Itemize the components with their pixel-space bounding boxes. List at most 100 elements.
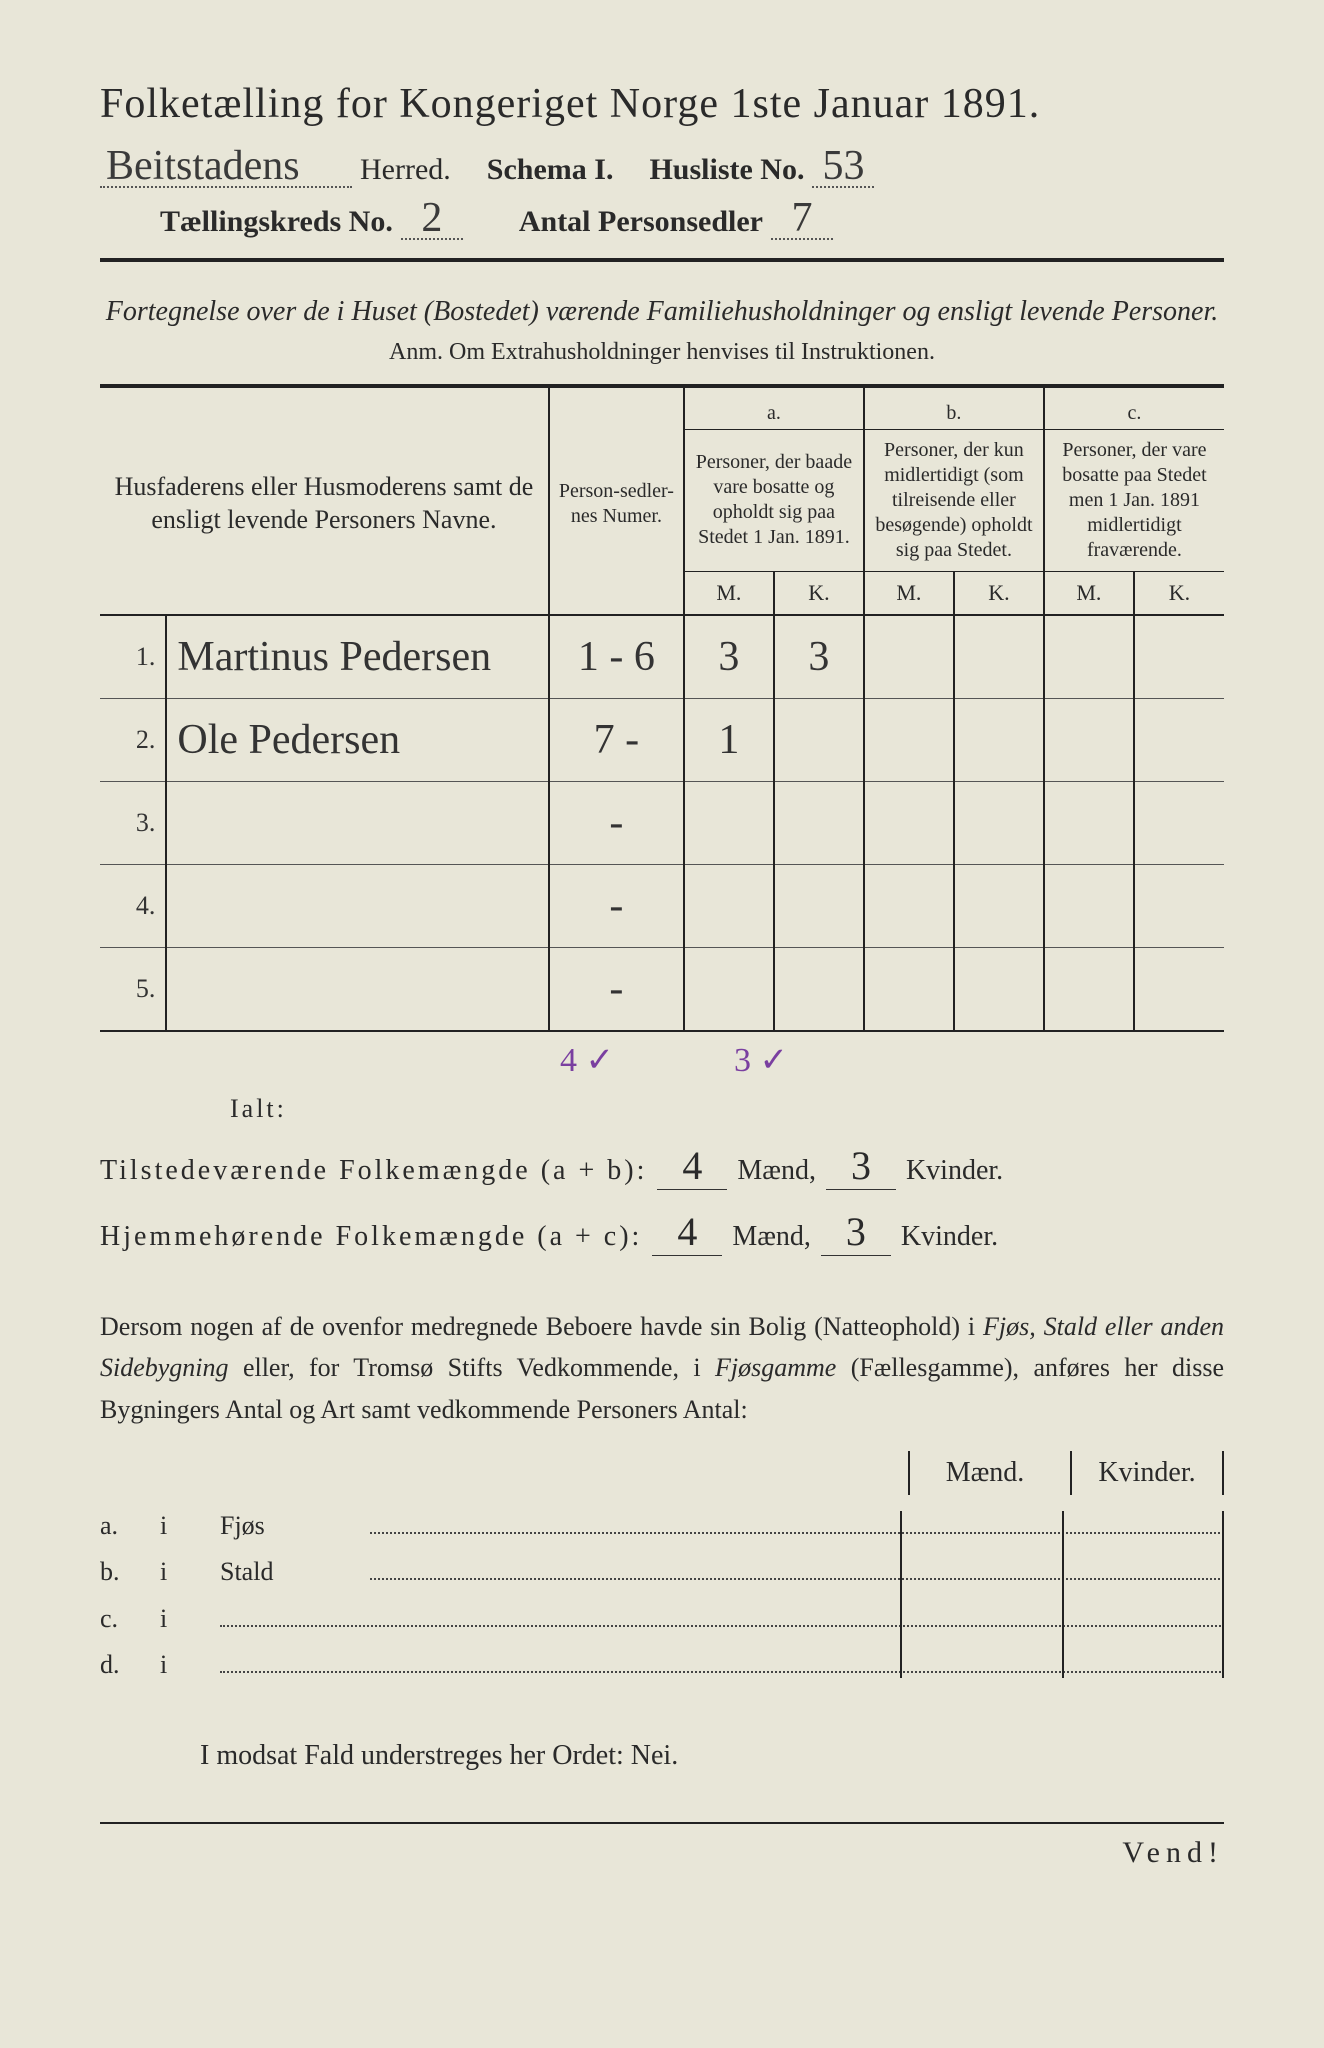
cell: 3: [774, 615, 864, 699]
bygn-row: a. i Fjøs: [100, 1509, 1224, 1541]
vline: [900, 1511, 902, 1679]
anm-note: Anm. Om Extrahusholdninger henvises til …: [100, 339, 1224, 366]
cell: [1044, 864, 1134, 947]
table-row: 3. -: [100, 781, 1224, 864]
sum-line-2: Hjemmehørende Folkemængde (a + c): 4 Mæn…: [100, 1208, 1224, 1256]
maend-label: Mænd,: [732, 1221, 811, 1253]
kvinder-label: Kvinder.: [901, 1221, 998, 1253]
subtitle: Fortegnelse over de i Huset (Bostedet) v…: [100, 292, 1224, 331]
schema-label: Schema I.: [487, 153, 614, 187]
cell: [1134, 615, 1224, 699]
row-name: [166, 781, 549, 864]
b-k: K.: [954, 571, 1044, 615]
row-pnum: -: [549, 864, 684, 947]
cell: [954, 781, 1044, 864]
cell: 1: [684, 698, 774, 781]
row-num: 4.: [100, 864, 166, 947]
bygn-kvinder: Kvinder.: [1070, 1451, 1224, 1495]
col-b-letter: b.: [864, 386, 1044, 430]
antal-label: Antal Personsedler: [519, 205, 763, 239]
herred-value: Beitstadens: [100, 148, 352, 188]
modsat-line: I modsat Fald understreges her Ordet: Ne…: [200, 1740, 1224, 1772]
para-text: eller, for Tromsø Stifts Vedkommende, i: [229, 1353, 716, 1382]
col-a-header: Personer, der baade vare bosatte og opho…: [684, 429, 864, 571]
sum2-m: 4: [652, 1208, 722, 1256]
vline: [1222, 1511, 1224, 1679]
paragraph: Dersom nogen af de ovenfor medregnede Be…: [100, 1306, 1224, 1431]
sum1-k: 3: [826, 1142, 896, 1190]
bygn-i: i: [160, 1511, 220, 1541]
sum2-label: Hjemmehørende Folkemængde (a + c):: [100, 1221, 642, 1253]
rule-1: [100, 258, 1224, 262]
para-text: Dersom nogen af de ovenfor medregnede Be…: [100, 1312, 983, 1341]
row-name: [166, 864, 549, 947]
c-k: K.: [1134, 571, 1224, 615]
cell: [954, 615, 1044, 699]
row-pnum: 1 - 6: [549, 615, 684, 699]
cell: [864, 781, 954, 864]
ialt-label: Ialt:: [230, 1094, 1224, 1124]
bygn-letter: d.: [100, 1650, 160, 1680]
kreds-label: Tællingskreds No.: [160, 205, 393, 239]
cell: [864, 698, 954, 781]
a-k: K.: [774, 571, 864, 615]
bygn-i: i: [160, 1604, 220, 1634]
bygn-row: c. i: [100, 1601, 1224, 1633]
dotted-line: [220, 1648, 1224, 1673]
header-line-2: Tællingskreds No. 2 Antal Personsedler 7: [100, 200, 1224, 240]
col-c-header: Personer, der vare bosatte paa Stedet me…: [1044, 429, 1224, 571]
cell: [684, 781, 774, 864]
row-num: 1.: [100, 615, 166, 699]
sum2-k: 3: [821, 1208, 891, 1256]
purple-check-row: 4 ✓ 3 ✓: [560, 1040, 1224, 1080]
cell: [774, 864, 864, 947]
cell: [864, 864, 954, 947]
cell: [1134, 698, 1224, 781]
table-row: 1. Martinus Pedersen 1 - 6 3 3: [100, 615, 1224, 699]
bygn-row: d. i: [100, 1648, 1224, 1680]
page-title: Folketælling for Kongeriget Norge 1ste J…: [100, 80, 1224, 128]
row-pnum: -: [549, 947, 684, 1031]
cell: [774, 698, 864, 781]
sum-line-1: Tilstedeværende Folkemængde (a + b): 4 M…: [100, 1142, 1224, 1190]
col-a-letter: a.: [684, 386, 864, 430]
herred-label: Herred.: [360, 153, 451, 187]
cell: [1134, 781, 1224, 864]
bygn-row: b. i Stald: [100, 1555, 1224, 1587]
row-pnum: -: [549, 781, 684, 864]
col-num-header: Person-sedler-nes Numer.: [549, 386, 684, 615]
col-b-header: Personer, der kun midlertidigt (som tilr…: [864, 429, 1044, 571]
vline: [1062, 1511, 1064, 1679]
bygn-mk-header: Mænd. Kvinder.: [100, 1451, 1224, 1495]
antal-value: 7: [771, 200, 833, 240]
cell: [1044, 781, 1134, 864]
maend-label: Mænd,: [737, 1155, 816, 1187]
row-num: 5.: [100, 947, 166, 1031]
bygn-letter: c.: [100, 1604, 160, 1634]
col-c-letter: c.: [1044, 386, 1224, 430]
cell: [954, 947, 1044, 1031]
cell: [954, 864, 1044, 947]
header-line-1: Beitstadens Herred. Schema I. Husliste N…: [100, 148, 1224, 188]
census-form-page: Folketælling for Kongeriget Norge 1ste J…: [0, 0, 1324, 2048]
table-row: 4. -: [100, 864, 1224, 947]
kvinder-label: Kvinder.: [906, 1155, 1003, 1187]
a-m: M.: [684, 571, 774, 615]
husliste-value: 53: [812, 148, 874, 188]
cell: [684, 864, 774, 947]
cell: [774, 781, 864, 864]
husliste-label: Husliste No.: [649, 153, 804, 187]
census-table: Husfaderens eller Husmoderens samt de en…: [100, 384, 1224, 1032]
row-num: 3.: [100, 781, 166, 864]
row-name: Martinus Pedersen: [166, 615, 549, 699]
cell: [1134, 947, 1224, 1031]
bygn-letter: b.: [100, 1557, 160, 1587]
bygn-type: Stald: [220, 1557, 370, 1587]
table-body: 1. Martinus Pedersen 1 - 6 3 3 2. Ole Pe…: [100, 615, 1224, 1031]
cell: [954, 698, 1044, 781]
cell: [1044, 698, 1134, 781]
row-name: Ole Pedersen: [166, 698, 549, 781]
cell: 3: [684, 615, 774, 699]
check-am: 4 ✓: [560, 1040, 614, 1080]
row-pnum: 7 -: [549, 698, 684, 781]
